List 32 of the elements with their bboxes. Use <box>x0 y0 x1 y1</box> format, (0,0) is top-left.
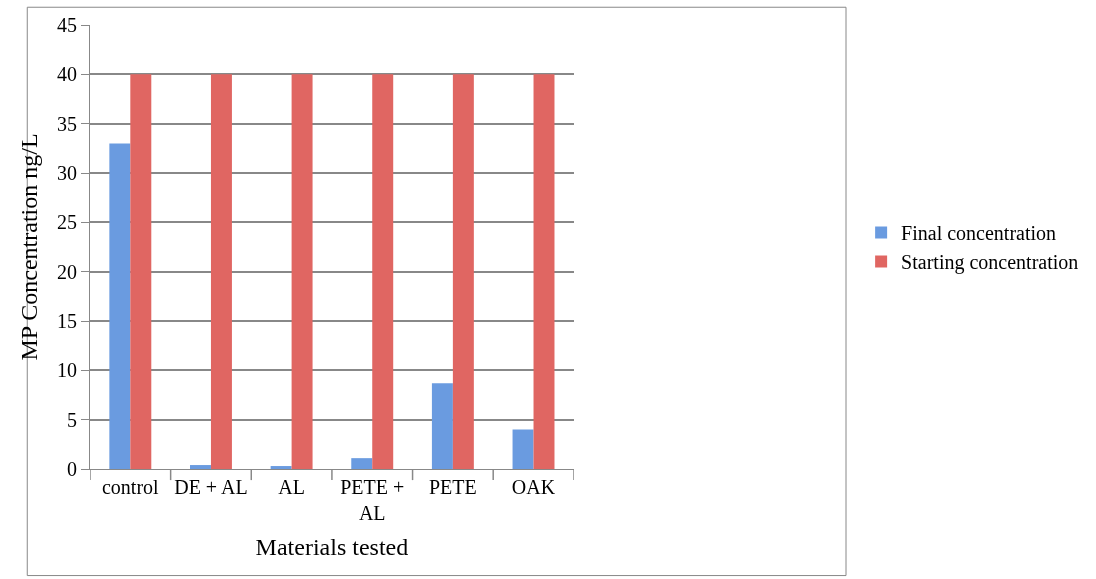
x-tick-label: control <box>101 476 160 498</box>
bar <box>189 465 211 469</box>
y-tick-label: 20 <box>57 260 77 283</box>
y-tick-label: 45 <box>57 14 77 36</box>
bar <box>431 383 453 469</box>
bar <box>291 74 313 469</box>
x-tick-label: DE + AL <box>174 476 248 498</box>
x-tick-label: PETE <box>428 476 477 498</box>
x-tick-label: AL <box>278 476 305 498</box>
y-tick-label: 10 <box>57 359 77 382</box>
y-tick-label: 40 <box>57 63 77 86</box>
y-tick-label: 35 <box>57 112 77 135</box>
legend-label: Starting concentration <box>901 251 1079 275</box>
bar <box>452 74 474 469</box>
bar <box>533 74 555 469</box>
bar <box>512 429 534 469</box>
y-tick-label: 5 <box>67 408 77 431</box>
bar <box>270 466 292 469</box>
legend-label: Final concentration <box>901 222 1057 245</box>
x-axis-title: Materials tested <box>255 534 409 561</box>
y-tick-label: 30 <box>57 162 77 184</box>
x-tick-label: PETE + AL <box>340 476 405 524</box>
bar <box>109 143 131 469</box>
x-tick-label: OAK <box>511 476 556 498</box>
y-axis-title: MP Concentration ng/L <box>16 133 43 361</box>
bar <box>130 74 152 469</box>
bar <box>351 458 373 469</box>
bar <box>372 74 394 469</box>
y-tick-label: 15 <box>57 310 77 332</box>
bar <box>210 74 232 469</box>
y-tick-label: 25 <box>57 211 77 234</box>
y-tick-label: 0 <box>67 458 77 480</box>
